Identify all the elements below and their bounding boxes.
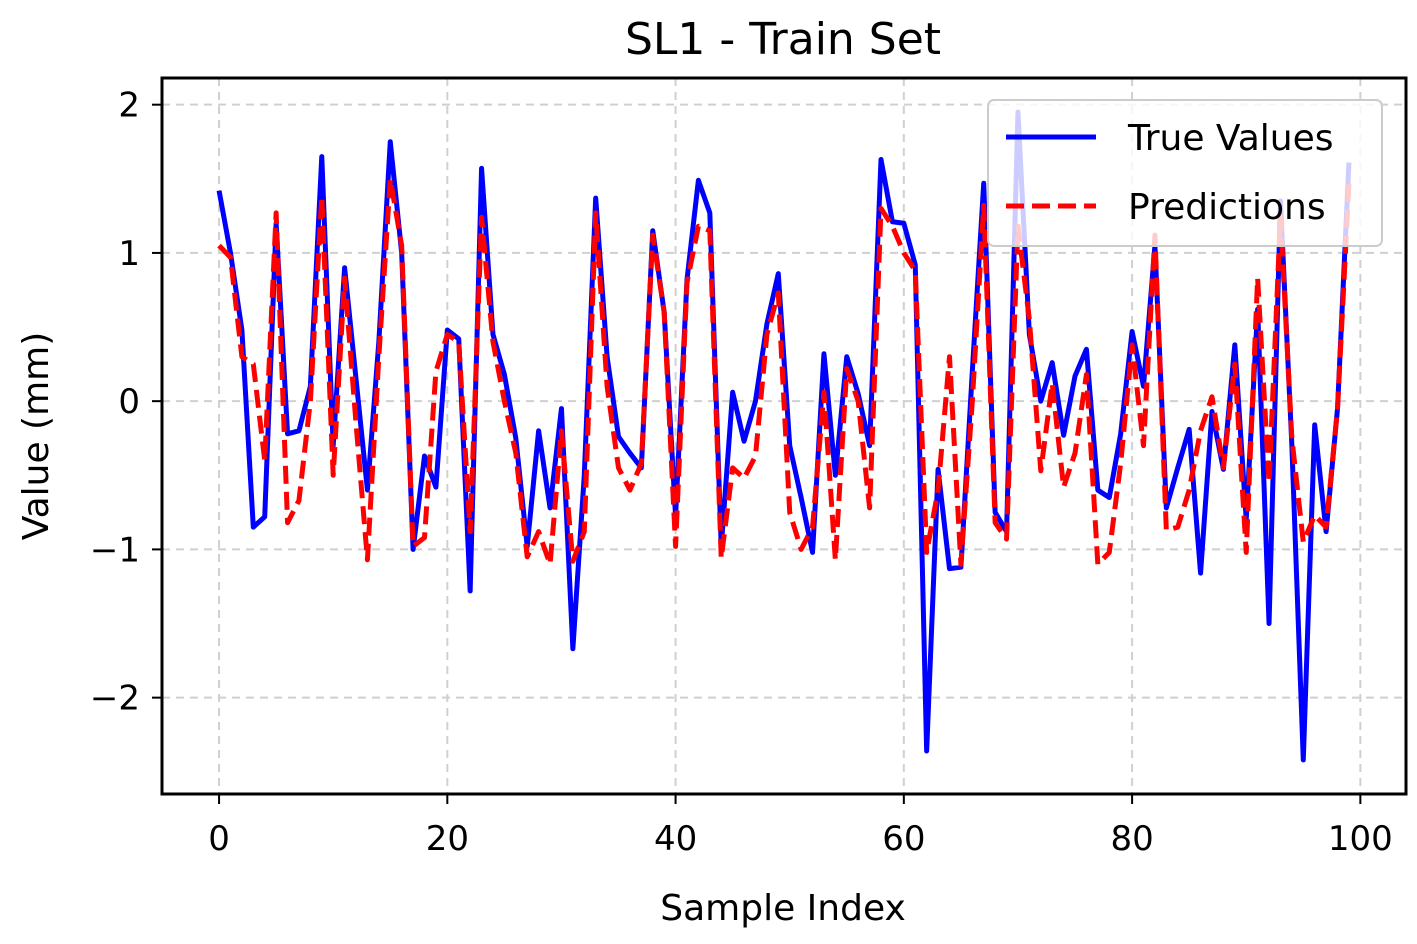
y-axis: 2 1 0 −1 −2 — [90, 86, 162, 719]
legend: True Values Predictions — [987, 99, 1383, 247]
y-tick-label: 2 — [118, 86, 140, 126]
y-tick-label: −1 — [90, 530, 140, 570]
x-tick-label: 80 — [1110, 819, 1153, 859]
x-tick-label: 0 — [208, 819, 230, 859]
plot-area — [216, 109, 1352, 763]
legend-label-true-values: True Values — [1127, 118, 1334, 159]
series-line-predictions — [217, 176, 1352, 567]
x-axis: 0 20 40 60 80 100 — [208, 794, 1393, 859]
y-tick-label: 1 — [118, 234, 140, 274]
x-tick-label: 100 — [1328, 819, 1393, 859]
x-tick-label: 40 — [654, 819, 697, 859]
y-tick-label: 0 — [118, 382, 140, 422]
y-tick-label: −2 — [90, 679, 140, 719]
plot-frame — [160, 76, 1408, 796]
series-layer — [216, 109, 1352, 763]
chart-title: SL1 - Train Set — [625, 14, 941, 65]
x-tick-label: 60 — [882, 819, 925, 859]
legend-label-predictions: Predictions — [1128, 187, 1326, 228]
x-axis-title: Sample Index — [660, 888, 906, 929]
y-axis-title: Value (mm) — [16, 332, 57, 541]
x-tick-label: 20 — [426, 819, 469, 859]
